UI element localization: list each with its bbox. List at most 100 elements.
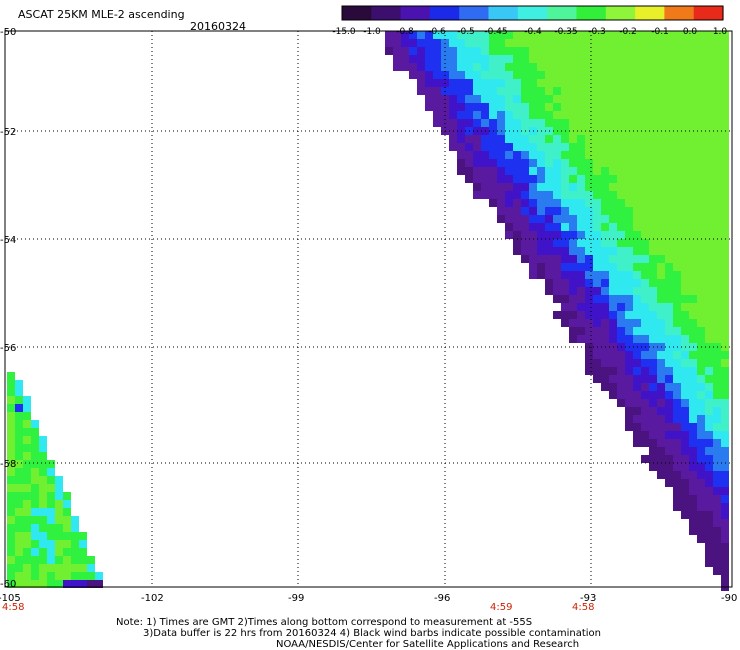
swath-cell — [23, 428, 31, 436]
swath-cell — [425, 87, 433, 95]
swath-cell — [697, 351, 705, 359]
swath-cell — [609, 375, 617, 383]
swath-cell — [689, 503, 697, 511]
swath-cell — [529, 215, 537, 223]
swath-cell — [633, 103, 641, 111]
swath-cell — [537, 183, 545, 191]
swath-cell — [673, 455, 681, 463]
swath-cell — [537, 231, 545, 239]
swath-cell — [553, 255, 561, 263]
swath-cell — [641, 335, 649, 343]
swath-cell — [537, 71, 545, 79]
swath-cell — [505, 215, 513, 223]
swath-cell — [473, 79, 481, 87]
swath-cell — [569, 167, 577, 175]
swath-cell — [681, 159, 689, 167]
swath-cell — [689, 143, 697, 151]
swath-cell — [585, 183, 593, 191]
swath-cell — [633, 239, 641, 247]
colorbar-swatch — [664, 6, 695, 20]
swath-cell — [473, 191, 481, 199]
swath-cell — [593, 223, 601, 231]
swath-cell — [697, 175, 705, 183]
swath-cell — [721, 551, 729, 559]
swath-cell — [617, 143, 625, 151]
swath-cell — [489, 79, 497, 87]
swath-cell — [705, 335, 713, 343]
swath-cell — [617, 391, 625, 399]
swath-cell — [665, 135, 673, 143]
swath-cell — [593, 175, 601, 183]
swath-cell — [521, 31, 529, 39]
swath-cell — [393, 55, 401, 63]
swath-cell — [537, 79, 545, 87]
swath-cell — [561, 255, 569, 263]
swath-cell — [601, 223, 609, 231]
swath-cell — [601, 167, 609, 175]
swath-cell — [31, 460, 39, 468]
swath-cell — [545, 183, 553, 191]
swath-cell — [649, 383, 657, 391]
swath-cell — [577, 31, 585, 39]
swath-cell — [71, 524, 79, 532]
swath-cell — [505, 143, 513, 151]
swath-cell — [79, 540, 87, 548]
swath-cell — [593, 295, 601, 303]
swath-cell — [665, 183, 673, 191]
swath-cell — [705, 351, 713, 359]
swath-cell — [625, 279, 633, 287]
swath-cells — [7, 31, 729, 591]
swath-cell — [593, 231, 601, 239]
swath-cell — [481, 167, 489, 175]
swath-cell — [617, 335, 625, 343]
swath-cell — [601, 39, 609, 47]
swath-cell — [529, 255, 537, 263]
swath-cell — [15, 572, 23, 580]
swath-cell — [505, 111, 513, 119]
swath-cell — [673, 303, 681, 311]
swath-cell — [673, 71, 681, 79]
swath-cell — [713, 199, 721, 207]
colorbar-swatch — [693, 6, 724, 20]
swath-cell — [79, 556, 87, 564]
swath-cell — [633, 391, 641, 399]
colorbar-label: -0.35 — [554, 27, 578, 37]
swath-cell — [713, 207, 721, 215]
swath-cell — [721, 143, 729, 151]
swath-cell — [31, 428, 39, 436]
swath-cell — [665, 47, 673, 55]
swath-cell — [721, 303, 729, 311]
swath-cell — [593, 303, 601, 311]
swath-cell — [697, 383, 705, 391]
swath-cell — [513, 71, 521, 79]
swath-cell — [633, 407, 641, 415]
swath-cell — [71, 540, 79, 548]
swath-cell — [497, 159, 505, 167]
swath-cell — [609, 383, 617, 391]
swath-cell — [649, 295, 657, 303]
swath-cell — [55, 484, 63, 492]
swath-cell — [657, 415, 665, 423]
swath-cell — [593, 87, 601, 95]
swath-cell — [705, 471, 713, 479]
swath-cell — [617, 87, 625, 95]
swath-cell — [561, 103, 569, 111]
swath-cell — [537, 159, 545, 167]
swath-cell — [641, 191, 649, 199]
swath-cell — [585, 271, 593, 279]
swath-cell — [721, 375, 729, 383]
swath-cell — [569, 63, 577, 71]
swath-cell — [721, 215, 729, 223]
swath-cell — [681, 239, 689, 247]
swath-cell — [601, 151, 609, 159]
swath-cell — [721, 295, 729, 303]
swath-cell — [79, 580, 87, 588]
swath-cell — [585, 175, 593, 183]
swath-cell — [641, 103, 649, 111]
swath-cell — [47, 564, 55, 572]
swath-cell — [545, 119, 553, 127]
swath-cell — [641, 295, 649, 303]
swath-cell — [673, 151, 681, 159]
swath-cell — [721, 431, 729, 439]
swath-cell — [721, 191, 729, 199]
